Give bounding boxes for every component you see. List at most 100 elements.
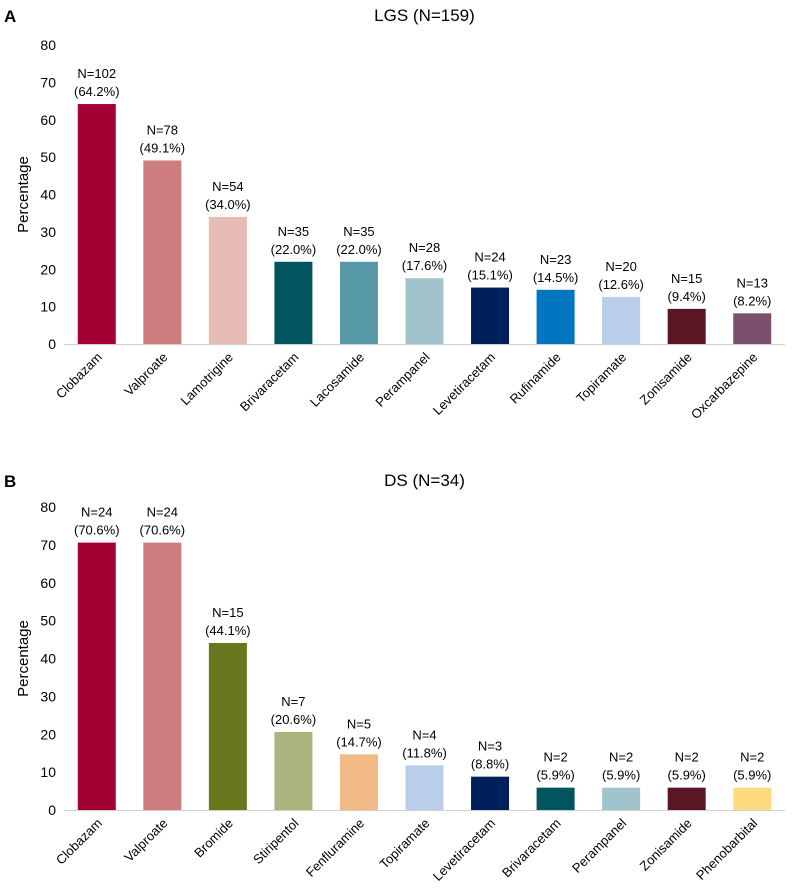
x-category-label: Clobazam <box>53 350 105 402</box>
bar-bromide <box>208 642 247 810</box>
chart-panel-b: B DS (N=34) Percentage 0 10 20 30 40 50 60 70 80 N=2… <box>4 471 785 884</box>
data-label-count: N=24 <box>147 505 178 520</box>
x-category-label: Bromide <box>191 816 236 861</box>
x-category-label: Oxcarbazepine <box>688 350 760 422</box>
bar-rufinamide <box>536 289 575 344</box>
data-label-count: N=28 <box>409 240 440 255</box>
y-tick-label: 20 <box>40 261 56 277</box>
data-label-percent: (5.9%) <box>733 768 771 783</box>
bar-fenfluramine <box>339 754 378 810</box>
y-tick-label: 0 <box>48 336 56 352</box>
data-label-percent: (70.6%) <box>140 523 186 538</box>
x-category-label: Phenobarbital <box>693 815 760 882</box>
data-label-percent: (44.1%) <box>205 623 251 638</box>
data-label-count: N=24 <box>474 250 505 265</box>
data-label-percent: (8.2%) <box>733 293 771 308</box>
data-label-percent: (70.6%) <box>74 523 120 538</box>
data-label-count: N=102 <box>77 66 116 81</box>
y-tick-label: 40 <box>40 651 56 667</box>
x-category-label: Clobazam <box>53 816 105 868</box>
x-category-label: Lamotrigine <box>177 350 236 409</box>
data-label-count: N=54 <box>212 179 243 194</box>
x-category-label: Valproate <box>121 816 170 865</box>
data-label-percent: (49.1%) <box>140 140 186 155</box>
x-category-label: Zonisamide <box>637 350 695 408</box>
y-tick-label: 40 <box>40 187 56 203</box>
data-label-count: N=3 <box>478 739 502 754</box>
data-label-percent: (34.0%) <box>205 197 251 212</box>
bar-clobazam <box>77 104 116 345</box>
x-category-label: Lacosamide <box>307 350 367 410</box>
y-tick-label: 80 <box>40 37 56 53</box>
data-label-count: N=7 <box>281 694 305 709</box>
y-tick-label: 20 <box>40 726 56 742</box>
data-label-percent: (14.7%) <box>336 734 382 749</box>
y-tick-label: 0 <box>48 802 56 818</box>
data-label-count: N=15 <box>212 605 243 620</box>
data-label-count: N=23 <box>540 252 571 267</box>
x-category-label: Stiripentol <box>250 815 302 867</box>
data-label-count: N=78 <box>147 122 178 137</box>
x-category-label: Perampanel <box>569 815 629 875</box>
data-label-percent: (14.5%) <box>533 270 579 285</box>
bar-perampanel <box>405 278 444 344</box>
y-tick-label: 80 <box>40 499 56 515</box>
bar-topiramate <box>602 296 641 344</box>
data-label-percent: (11.8%) <box>402 745 447 760</box>
data-label-count: N=20 <box>605 259 636 274</box>
bar-brivaracetam <box>274 261 313 344</box>
x-category-label: Rufinamide <box>507 350 564 407</box>
data-label-percent: (5.9%) <box>536 768 574 783</box>
data-label-percent: (5.9%) <box>602 768 640 783</box>
x-category-label: Levetiracetam <box>430 816 498 884</box>
data-label-percent: (64.2%) <box>74 84 120 99</box>
y-tick-label: 30 <box>40 224 56 240</box>
y-tick-label: 70 <box>40 74 56 90</box>
y-tick-label: 10 <box>40 764 56 780</box>
data-label-count: N=2 <box>609 750 633 765</box>
data-label-count: N=4 <box>412 727 436 742</box>
x-category-label: Valproate <box>121 350 170 399</box>
bar-valproate <box>143 160 182 344</box>
bar-phenobarbital <box>733 787 772 810</box>
data-label-percent: (20.6%) <box>271 712 317 727</box>
bar-zonisamide <box>667 787 706 810</box>
data-label-percent: (9.4%) <box>668 289 706 304</box>
bar-levetiracetam <box>471 776 510 810</box>
bar-oxcarbazepine <box>733 313 772 344</box>
bar-lacosamide <box>339 261 378 344</box>
data-label-count: N=15 <box>671 271 702 286</box>
panel-letter: A <box>4 7 16 26</box>
x-category-label: Brivaracetam <box>237 350 302 415</box>
x-category-label: Brivaracetam <box>499 816 564 881</box>
y-tick-label: 50 <box>40 149 56 165</box>
x-category-label: Topiramate <box>377 816 433 872</box>
data-label-percent: (22.0%) <box>271 242 317 257</box>
y-tick-label: 60 <box>40 112 56 128</box>
x-category-label: Fenfluramine <box>303 816 367 880</box>
bar-valproate <box>143 542 182 810</box>
y-tick-label: 30 <box>40 688 56 704</box>
y-axis-label: Percentage <box>15 156 32 233</box>
x-category-label: Zonisamide <box>637 816 695 874</box>
y-tick-label: 70 <box>40 537 56 553</box>
x-category-label: Topiramate <box>573 350 629 406</box>
data-label-count: N=5 <box>347 716 371 731</box>
data-label-percent: (22.0%) <box>336 242 382 257</box>
y-axis-label: Percentage <box>15 620 32 697</box>
bar-perampanel <box>602 787 641 810</box>
data-label-count: N=2 <box>675 750 699 765</box>
bar-stiripentol <box>274 731 313 810</box>
x-category-label: Perampanel <box>372 349 432 409</box>
data-label-count: N=13 <box>737 275 768 290</box>
chart-panel-a: A LGS (N=159) Percentage 0 10 20 30 40 50 60 70 80 N… <box>4 6 785 422</box>
bar-topiramate <box>405 765 444 810</box>
x-category-label: Levetiracetam <box>430 350 498 418</box>
data-label-count: N=24 <box>81 505 112 520</box>
y-tick-label: 10 <box>40 299 56 315</box>
data-label-count: N=2 <box>740 750 764 765</box>
data-label-count: N=2 <box>543 750 567 765</box>
data-label-percent: (17.6%) <box>402 258 448 273</box>
bar-levetiracetam <box>471 287 510 344</box>
